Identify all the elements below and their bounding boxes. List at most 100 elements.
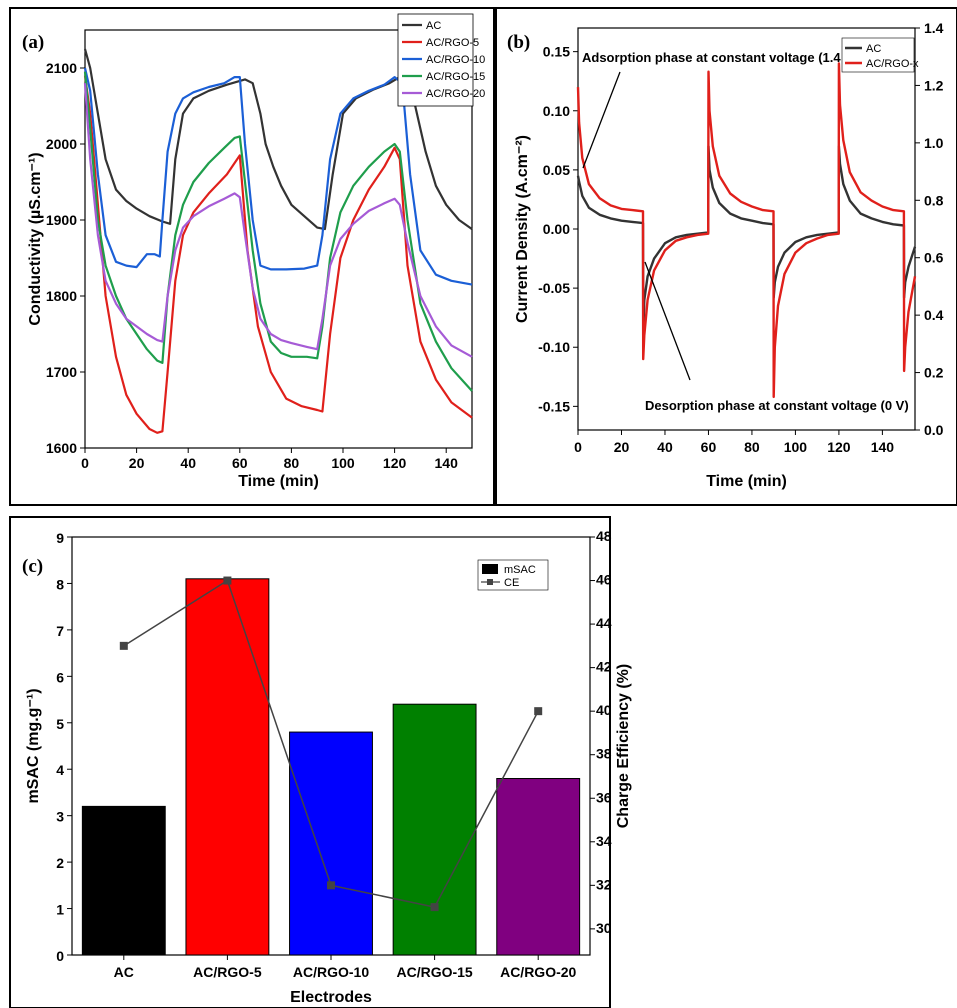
y-tick-label-c: 0 bbox=[56, 948, 64, 964]
y-right-tick-label-b: 0.4 bbox=[924, 307, 944, 323]
y-tick-label-a: 1600 bbox=[46, 440, 77, 456]
panel-c-label: (c) bbox=[22, 556, 43, 577]
panel-b-current-density-chart: (b)0 20 40 60 80 100 120 140-0.15-0.10-0.050.00… bbox=[507, 20, 957, 490]
legend-label-ce: CE bbox=[504, 577, 519, 589]
bar-ac-rgo-20 bbox=[496, 778, 581, 956]
y-tick-label-b: 0.00 bbox=[543, 221, 570, 237]
x-tick-label-a: 140 bbox=[435, 455, 459, 471]
y-right-tick-label-b: 1.4 bbox=[924, 20, 944, 36]
x-tick-label-b: 140 bbox=[871, 439, 895, 455]
y-right-tick-label-c: 32 bbox=[596, 876, 612, 892]
y-tick-label-c: 8 bbox=[56, 576, 64, 592]
series-line-ac-rgo-5 bbox=[83, 75, 473, 434]
legend-label-a: AC/RGO-20 bbox=[426, 88, 485, 100]
x-tick-label-b: 80 bbox=[744, 439, 760, 455]
y-tick-label-c: 1 bbox=[56, 902, 64, 918]
x-axis-title-c: Electrodes bbox=[290, 989, 372, 1006]
y-right-tick-label-c: 36 bbox=[596, 789, 612, 805]
series-line-ac bbox=[576, 145, 917, 337]
y-right-tick-label-c: 34 bbox=[596, 833, 612, 849]
x-axis-title-b: Time (min) bbox=[706, 473, 787, 490]
x-tick-label-b: 0 bbox=[574, 439, 582, 455]
x-tick-label-a: 40 bbox=[180, 455, 196, 471]
series-line-ac-rgo-20 bbox=[83, 83, 473, 358]
x-tick-label-a: 100 bbox=[331, 455, 355, 471]
x-tick-label-c: AC/RGO-5 bbox=[193, 964, 262, 980]
y-tick-label-b: -0.15 bbox=[538, 398, 570, 414]
y-axis-title-b: Current Density (A.cm⁻²) bbox=[514, 135, 531, 323]
ce-point-ac bbox=[119, 641, 128, 650]
legend-label-b: AC/RGO-x bbox=[866, 58, 919, 70]
y-tick-label-a: 1800 bbox=[46, 288, 77, 304]
legend-label-a: AC/RGO-15 bbox=[426, 71, 485, 83]
y-right-tick-label-b: 0.2 bbox=[924, 365, 944, 381]
x-tick-label-c: AC/RGO-10 bbox=[293, 964, 369, 980]
x-tick-label-b: 60 bbox=[701, 439, 717, 455]
y-tick-label-c: 9 bbox=[56, 530, 64, 546]
y-right-tick-label-b: 0.0 bbox=[924, 422, 944, 438]
panel-b-border bbox=[495, 7, 957, 506]
legend-label-a: AC/RGO-5 bbox=[426, 37, 479, 49]
x-tick-label-a: 0 bbox=[81, 455, 89, 471]
x-tick-label-c: AC/RGO-15 bbox=[396, 964, 472, 980]
y-right-tick-label-c: 48 bbox=[596, 528, 612, 544]
annotation-arrow-adsorption bbox=[582, 71, 621, 169]
y-tick-label-c: 6 bbox=[56, 669, 64, 685]
y-right-tick-label-c: 30 bbox=[596, 920, 612, 936]
y-right-tick-label-c: 42 bbox=[596, 659, 612, 675]
x-tick-label-c: AC/RGO-20 bbox=[500, 964, 576, 980]
x-tick-label-b: 40 bbox=[657, 439, 673, 455]
panel-b-label: (b) bbox=[507, 32, 530, 53]
panel-a-border bbox=[9, 7, 495, 506]
y-tick-label-a: 1900 bbox=[46, 212, 77, 228]
legend-swatch-msac bbox=[482, 564, 498, 574]
y-tick-label-c: 3 bbox=[56, 809, 64, 825]
y-right-tick-label-c: 38 bbox=[596, 746, 612, 762]
y-right-tick-label-c: 40 bbox=[596, 702, 612, 718]
y-right-tick-label-b: 1.2 bbox=[924, 77, 944, 93]
y-right-axis-title-c: Charge Efficiency (%) bbox=[615, 664, 632, 828]
ce-point-ac-rgo-15 bbox=[430, 903, 439, 912]
y-tick-label-c: 4 bbox=[56, 762, 64, 778]
panel-c-border bbox=[9, 516, 611, 1008]
y-tick-label-a: 1700 bbox=[46, 364, 77, 380]
series-line-ac-rgo-10 bbox=[83, 67, 473, 286]
bar-ac-rgo-15 bbox=[392, 703, 477, 956]
y-right-tick-label-b: 0.8 bbox=[924, 192, 944, 208]
ce-point-ac-rgo-10 bbox=[327, 881, 335, 890]
y-tick-label-b: -0.05 bbox=[538, 280, 570, 296]
bar-ac bbox=[81, 805, 166, 956]
x-tick-label-b: 120 bbox=[827, 439, 851, 455]
y-right-tick-label-b: 1.0 bbox=[924, 135, 944, 151]
panel-a-conductivity-chart: (a) 0 20 40 60 80 100 120 140 1600 1700 1800 1900 200… bbox=[22, 13, 485, 490]
panel-c-msac-bar-chart: (c) AC AC/RGO-5 AC/RGO-10 AC/RGO-15 AC/RGO-20… bbox=[22, 528, 632, 1006]
y-tick-label-a: 2100 bbox=[46, 60, 77, 76]
x-tick-label-a: 80 bbox=[284, 455, 300, 471]
annotation-arrow-desorption bbox=[644, 261, 691, 381]
x-tick-label-a: 20 bbox=[129, 455, 145, 471]
y-tick-label-b: 0.10 bbox=[543, 103, 570, 119]
legend-swatch-ce-marker bbox=[487, 579, 493, 585]
ce-point-ac-rgo-5 bbox=[223, 576, 232, 585]
legend-box-b bbox=[841, 37, 915, 73]
annotation-desorption: Desorption phase at constant voltage (0 … bbox=[645, 398, 909, 413]
x-tick-label-b: 20 bbox=[614, 439, 630, 455]
y-tick-label-c: 5 bbox=[56, 716, 64, 732]
legend-label-a: AC bbox=[426, 20, 441, 32]
y-tick-label-b: 0.05 bbox=[543, 162, 570, 178]
y-right-tick-label-c: 46 bbox=[596, 572, 612, 588]
bar-ac-rgo-10 bbox=[289, 731, 373, 956]
series-line-ac-rgo-x bbox=[576, 62, 917, 399]
panel-a-label: (a) bbox=[22, 32, 44, 53]
series-line-ac-rgo-15 bbox=[83, 71, 473, 392]
y-tick-label-b: -0.10 bbox=[538, 339, 570, 355]
y-tick-label-b: 0.15 bbox=[543, 44, 570, 60]
annotation-adsorption: Adsorption phase at constant voltage (1.… bbox=[582, 50, 857, 65]
x-tick-label-a: 60 bbox=[232, 455, 248, 471]
y-tick-label-c: 7 bbox=[56, 623, 64, 639]
y-axis-title-c: mSAC (mg.g⁻¹) bbox=[25, 688, 42, 803]
y-right-tick-label-c: 44 bbox=[596, 615, 612, 631]
y-right-tick-label-b: 0.6 bbox=[924, 250, 944, 266]
ce-point-ac-rgo-20 bbox=[534, 707, 543, 716]
